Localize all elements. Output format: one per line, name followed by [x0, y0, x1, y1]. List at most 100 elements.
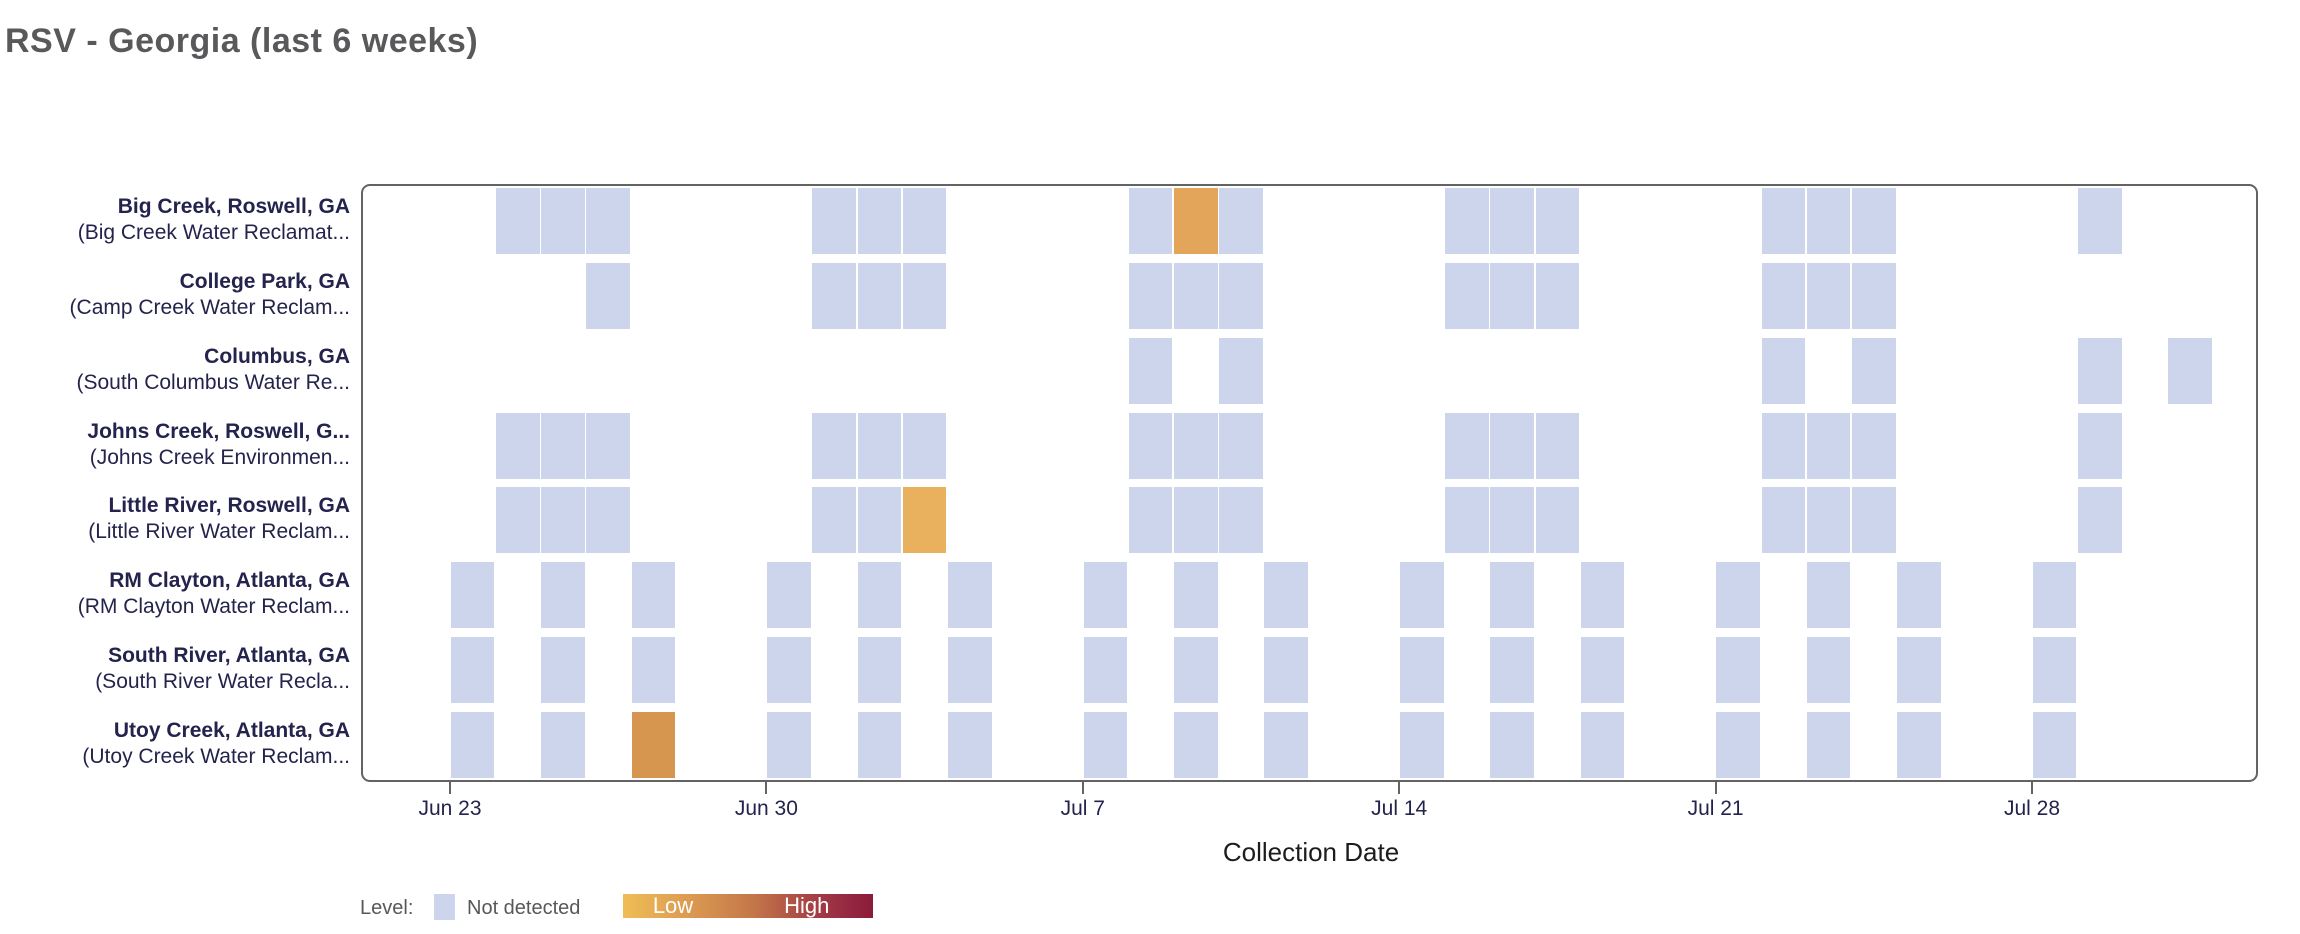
- heatmap-cell[interactable]: [1490, 636, 1534, 703]
- heatmap-cell[interactable]: [1806, 412, 1851, 479]
- heatmap-cell[interactable]: [1128, 263, 1173, 330]
- heatmap-cell[interactable]: [1490, 188, 1534, 255]
- heatmap-cell[interactable]: [1083, 636, 1128, 703]
- heatmap-cell[interactable]: [1761, 337, 1806, 404]
- heatmap-cell[interactable]: [541, 412, 585, 479]
- heatmap-cell[interactable]: [1400, 636, 1444, 703]
- heatmap-cell[interactable]: [1174, 636, 1218, 703]
- heatmap-cell[interactable]: [812, 263, 856, 330]
- heatmap-cell[interactable]: [857, 711, 902, 778]
- heatmap-cell[interactable]: [767, 636, 811, 703]
- heatmap-cell[interactable]: [1716, 562, 1760, 629]
- heatmap-cell[interactable]: [1083, 711, 1128, 778]
- heatmap-cell[interactable]: [1174, 711, 1218, 778]
- heatmap-cell[interactable]: [1806, 711, 1851, 778]
- heatmap-cell[interactable]: [1174, 487, 1218, 554]
- heatmap-cell[interactable]: [1852, 412, 1896, 479]
- heatmap-cell[interactable]: [2078, 412, 2122, 479]
- heatmap-cell[interactable]: [2032, 711, 2077, 778]
- heatmap-cell[interactable]: [631, 711, 676, 778]
- heatmap-cell[interactable]: [1535, 263, 1580, 330]
- heatmap-cell[interactable]: [1128, 337, 1173, 404]
- heatmap-cell[interactable]: [857, 263, 902, 330]
- heatmap-cell[interactable]: [2078, 188, 2122, 255]
- heatmap-cell[interactable]: [1852, 188, 1896, 255]
- heatmap-cell[interactable]: [1128, 487, 1173, 554]
- heatmap-cell[interactable]: [1264, 562, 1308, 629]
- heatmap-cell[interactable]: [2078, 337, 2122, 404]
- heatmap-cell[interactable]: [1806, 263, 1851, 330]
- heatmap-cell[interactable]: [496, 412, 540, 479]
- heatmap-cell[interactable]: [1716, 636, 1760, 703]
- heatmap-cell[interactable]: [1580, 711, 1625, 778]
- heatmap-cell[interactable]: [1174, 263, 1218, 330]
- heatmap-cell[interactable]: [1761, 263, 1806, 330]
- heatmap-cell[interactable]: [812, 188, 856, 255]
- heatmap-cell[interactable]: [1264, 636, 1308, 703]
- heatmap-cell[interactable]: [1806, 487, 1851, 554]
- heatmap-cell[interactable]: [1535, 412, 1580, 479]
- heatmap-cell[interactable]: [2032, 636, 2077, 703]
- heatmap-cell[interactable]: [1174, 188, 1218, 255]
- heatmap-cell[interactable]: [2032, 562, 2077, 629]
- heatmap-cell[interactable]: [450, 711, 495, 778]
- heatmap-cell[interactable]: [1580, 636, 1625, 703]
- heatmap-cell[interactable]: [631, 562, 676, 629]
- heatmap-cell[interactable]: [812, 412, 856, 479]
- heatmap-cell[interactable]: [1128, 188, 1173, 255]
- heatmap-cell[interactable]: [902, 412, 947, 479]
- heatmap-cell[interactable]: [1852, 263, 1896, 330]
- heatmap-cell[interactable]: [1806, 188, 1851, 255]
- heatmap-cell[interactable]: [1445, 263, 1489, 330]
- heatmap-cell[interactable]: [857, 636, 902, 703]
- heatmap-cell[interactable]: [812, 487, 856, 554]
- heatmap-cell[interactable]: [948, 636, 992, 703]
- heatmap-cell[interactable]: [586, 263, 630, 330]
- heatmap-cell[interactable]: [902, 188, 947, 255]
- heatmap-cell[interactable]: [1128, 412, 1173, 479]
- heatmap-cell[interactable]: [1580, 562, 1625, 629]
- heatmap-cell[interactable]: [541, 188, 585, 255]
- heatmap-cell[interactable]: [1445, 188, 1489, 255]
- heatmap-cell[interactable]: [496, 188, 540, 255]
- heatmap-cell[interactable]: [541, 487, 585, 554]
- heatmap-cell[interactable]: [767, 711, 811, 778]
- heatmap-cell[interactable]: [2168, 337, 2212, 404]
- heatmap-cell[interactable]: [1219, 412, 1263, 479]
- heatmap-cell[interactable]: [1219, 263, 1263, 330]
- heatmap-cell[interactable]: [857, 188, 902, 255]
- heatmap-cell[interactable]: [1761, 188, 1806, 255]
- heatmap-cell[interactable]: [1761, 487, 1806, 554]
- heatmap-cell[interactable]: [857, 487, 902, 554]
- heatmap-cell[interactable]: [948, 711, 992, 778]
- heatmap-cell[interactable]: [1174, 412, 1218, 479]
- heatmap-cell[interactable]: [586, 412, 630, 479]
- heatmap-cell[interactable]: [1264, 711, 1308, 778]
- heatmap-cell[interactable]: [1761, 412, 1806, 479]
- heatmap-cell[interactable]: [1400, 562, 1444, 629]
- heatmap-cell[interactable]: [767, 562, 811, 629]
- heatmap-cell[interactable]: [1445, 487, 1489, 554]
- heatmap-cell[interactable]: [631, 636, 676, 703]
- heatmap-cell[interactable]: [1852, 487, 1896, 554]
- heatmap-cell[interactable]: [586, 188, 630, 255]
- heatmap-cell[interactable]: [1490, 263, 1534, 330]
- heatmap-cell[interactable]: [902, 487, 947, 554]
- heatmap-cell[interactable]: [1490, 412, 1534, 479]
- heatmap-cell[interactable]: [450, 636, 495, 703]
- heatmap-cell[interactable]: [1490, 487, 1534, 554]
- heatmap-cell[interactable]: [857, 562, 902, 629]
- heatmap-cell[interactable]: [857, 412, 902, 479]
- heatmap-cell[interactable]: [1806, 636, 1851, 703]
- heatmap-cell[interactable]: [1219, 487, 1263, 554]
- heatmap-cell[interactable]: [1897, 711, 1941, 778]
- heatmap-cell[interactable]: [1445, 412, 1489, 479]
- heatmap-cell[interactable]: [1535, 188, 1580, 255]
- heatmap-cell[interactable]: [1219, 337, 1263, 404]
- heatmap-cell[interactable]: [450, 562, 495, 629]
- heatmap-cell[interactable]: [1083, 562, 1128, 629]
- heatmap-cell[interactable]: [1897, 636, 1941, 703]
- heatmap-cell[interactable]: [541, 562, 585, 629]
- heatmap-cell[interactable]: [1716, 711, 1760, 778]
- heatmap-cell[interactable]: [541, 636, 585, 703]
